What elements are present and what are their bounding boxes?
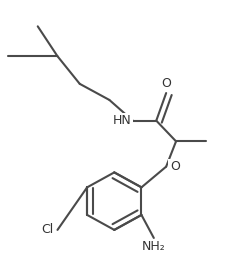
- Text: HN: HN: [113, 114, 132, 127]
- Text: O: O: [170, 160, 180, 173]
- Text: Cl: Cl: [42, 223, 54, 236]
- Text: NH₂: NH₂: [142, 240, 166, 253]
- Text: O: O: [161, 77, 171, 90]
